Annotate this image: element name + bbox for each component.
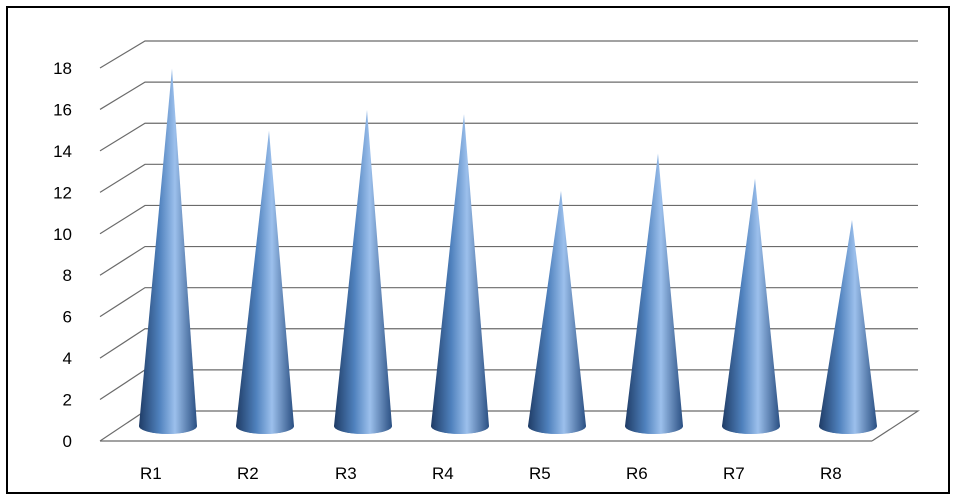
cone-base [334,418,392,434]
cone-mark-r3 [334,109,392,434]
y-tick-label: 8 [63,266,72,285]
cone-base [722,418,780,434]
cone-series [139,68,877,435]
gridline [99,204,918,235]
cone-base [236,418,294,434]
cone-mark-r1 [139,68,197,435]
cone-body [236,130,294,434]
y-tick-label: 14 [53,142,72,161]
floor-outline [99,410,921,442]
cone-mark-r4 [431,114,489,434]
cone-mark-r7 [722,178,780,434]
y-tick-label: 0 [63,432,72,451]
cone-base [528,418,586,434]
gridline [99,40,918,69]
cone-mark-r8 [819,219,877,434]
gridlines [99,40,921,442]
y-tick-label: 6 [63,308,72,327]
x-tick-label-r4: R4 [432,464,454,483]
x-tick-label-r8: R8 [820,464,842,483]
cone-body [334,109,392,434]
gridline [99,122,918,152]
x-tick-label-r7: R7 [723,464,745,483]
x-tick-label-r6: R6 [626,464,648,483]
y-tick-label: 12 [53,183,72,202]
cone-body [625,153,683,434]
x-tick-label-r2: R2 [237,464,259,483]
cone-body [528,190,586,434]
y-tick-label: 18 [53,59,72,78]
y-tick-label: 2 [63,391,72,410]
x-tick-label-r5: R5 [529,464,551,483]
gridline [99,245,918,276]
cone-mark-r5 [528,190,586,434]
cone-mark-r6 [625,153,683,434]
cone-base [139,418,197,434]
cone-body [819,219,877,434]
cone-body [139,68,197,435]
cone-base [625,418,683,434]
gridline [99,369,918,401]
gridline [99,81,918,110]
gridline [99,163,918,193]
cone-body [722,178,780,434]
y-tick-label: 10 [53,225,72,244]
gridline [99,328,918,359]
cone-mark-r2 [236,130,294,434]
gridline [99,287,918,318]
x-tick-label-r1: R1 [140,464,162,483]
y-tick-label: 16 [53,100,72,119]
cone-base [431,418,489,434]
cone-body [431,114,489,434]
y-tick-label: 4 [63,349,72,368]
x-axis-ticks: R1 R2 R3 R4 R5 R6 R7 R8 [140,464,842,483]
cone-base [819,418,877,434]
y-axis-ticks: 0 2 4 6 8 10 12 14 16 18 [53,59,72,451]
x-tick-label-r3: R3 [335,464,357,483]
